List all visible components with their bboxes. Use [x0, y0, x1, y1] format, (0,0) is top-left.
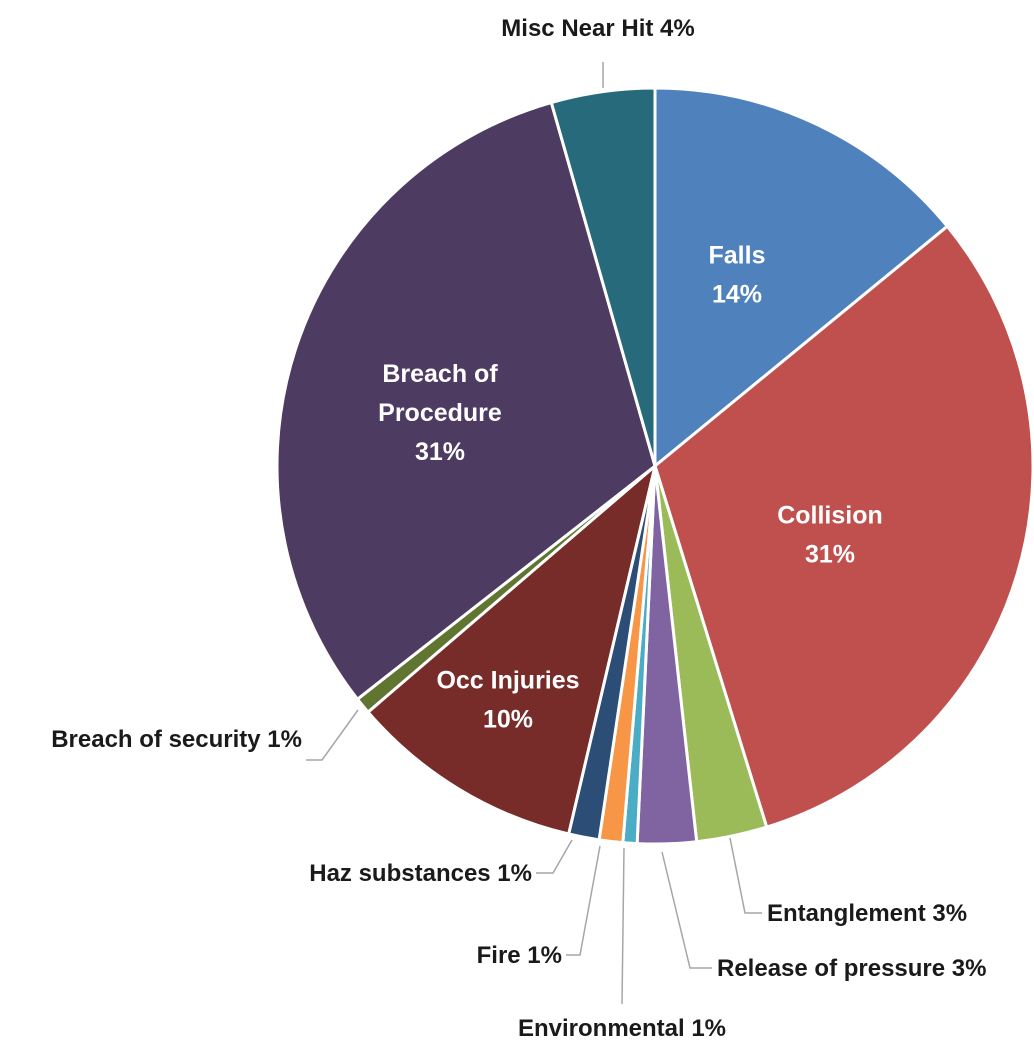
leader-line-environmental [621, 847, 625, 1005]
leader-lines [306, 62, 762, 1005]
data-labels: Falls 14% Collision 31% Entanglement 3% Relea… [51, 15, 986, 1041]
data-label-breach-of-security: Breach of security 1% [51, 726, 302, 753]
data-label-environmental: Environmental 1% [518, 1015, 726, 1041]
leader-line-haz-substances [536, 839, 573, 874]
data-label-occ-injuries: Occ Injuries 10% [436, 667, 579, 734]
slice-collision [653, 224, 1034, 829]
pie-slices [275, 86, 1034, 846]
leader-line-release-of-pressure [661, 851, 712, 969]
data-label-entanglement: Entanglement 3% [767, 900, 967, 927]
slice-misc-near-hit [549, 86, 657, 468]
slice-occ-injuries [366, 464, 657, 836]
data-label-falls: Falls 14% [709, 242, 766, 309]
leader-line-fire [566, 845, 601, 956]
data-label-misc-near-hit: Misc Near Hit 4% [501, 15, 694, 42]
leader-line-entanglement [729, 837, 762, 914]
data-label-fire: Fire 1% [477, 942, 562, 969]
data-label-release-of-pressure: Release of pressure 3% [717, 955, 986, 982]
leader-line-breach-of-security [306, 709, 359, 761]
slice-breach-of-procedure [275, 101, 657, 701]
data-label-haz-substances: Haz substances 1% [309, 860, 532, 887]
slice-falls [653, 86, 949, 468]
data-label-breach-of-procedure: Breach of Procedure 31% [378, 360, 502, 466]
data-label-collision: Collision 31% [777, 502, 883, 569]
